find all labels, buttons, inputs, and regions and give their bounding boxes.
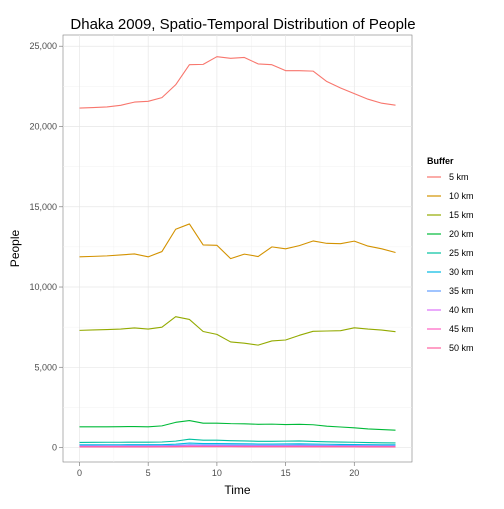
legend-label: 35 km	[449, 286, 474, 296]
legend-label: 50 km	[449, 343, 474, 353]
legend-items: 5 km 10 km 15 km 20 km 25 km 30 km 35 km 40 km 4…	[427, 172, 474, 353]
legend-label: 25 km	[449, 248, 474, 258]
x-tick-label: 5	[146, 468, 151, 478]
legend: Buffer 5 km 10 km 15 km 20 km 25 km 30 km 35 k…	[427, 156, 474, 353]
legend-label: 45 km	[449, 324, 474, 334]
x-tick-label: 20	[349, 468, 359, 478]
legend-label: 30 km	[449, 267, 474, 277]
y-tick-label: 20,000	[29, 122, 57, 132]
x-axis-ticks: 0 5 10 15 20	[77, 462, 359, 478]
legend-label: 15 km	[449, 210, 474, 220]
y-tick-label: 10,000	[29, 282, 57, 292]
x-tick-label: 10	[212, 468, 222, 478]
x-tick-label: 0	[77, 468, 82, 478]
legend-label: 10 km	[449, 191, 474, 201]
legend-title: Buffer	[427, 156, 454, 166]
x-tick-label: 15	[281, 468, 291, 478]
plot-background	[63, 35, 412, 462]
y-tick-label: 15,000	[29, 202, 57, 212]
y-axis-label: People	[8, 229, 22, 267]
legend-label: 40 km	[449, 305, 474, 315]
x-axis-label: Time	[224, 483, 251, 497]
y-tick-label: 5,000	[34, 362, 57, 372]
y-tick-label: 25,000	[29, 41, 57, 51]
legend-label: 5 km	[449, 172, 469, 182]
chart-title: Dhaka 2009, Spatio-Temporal Distribution…	[70, 16, 415, 33]
legend-label: 20 km	[449, 229, 474, 239]
y-axis-ticks: 0 5,000 10,000 15,000 20,000 25,000	[29, 41, 63, 452]
y-tick-label: 0	[52, 443, 57, 453]
